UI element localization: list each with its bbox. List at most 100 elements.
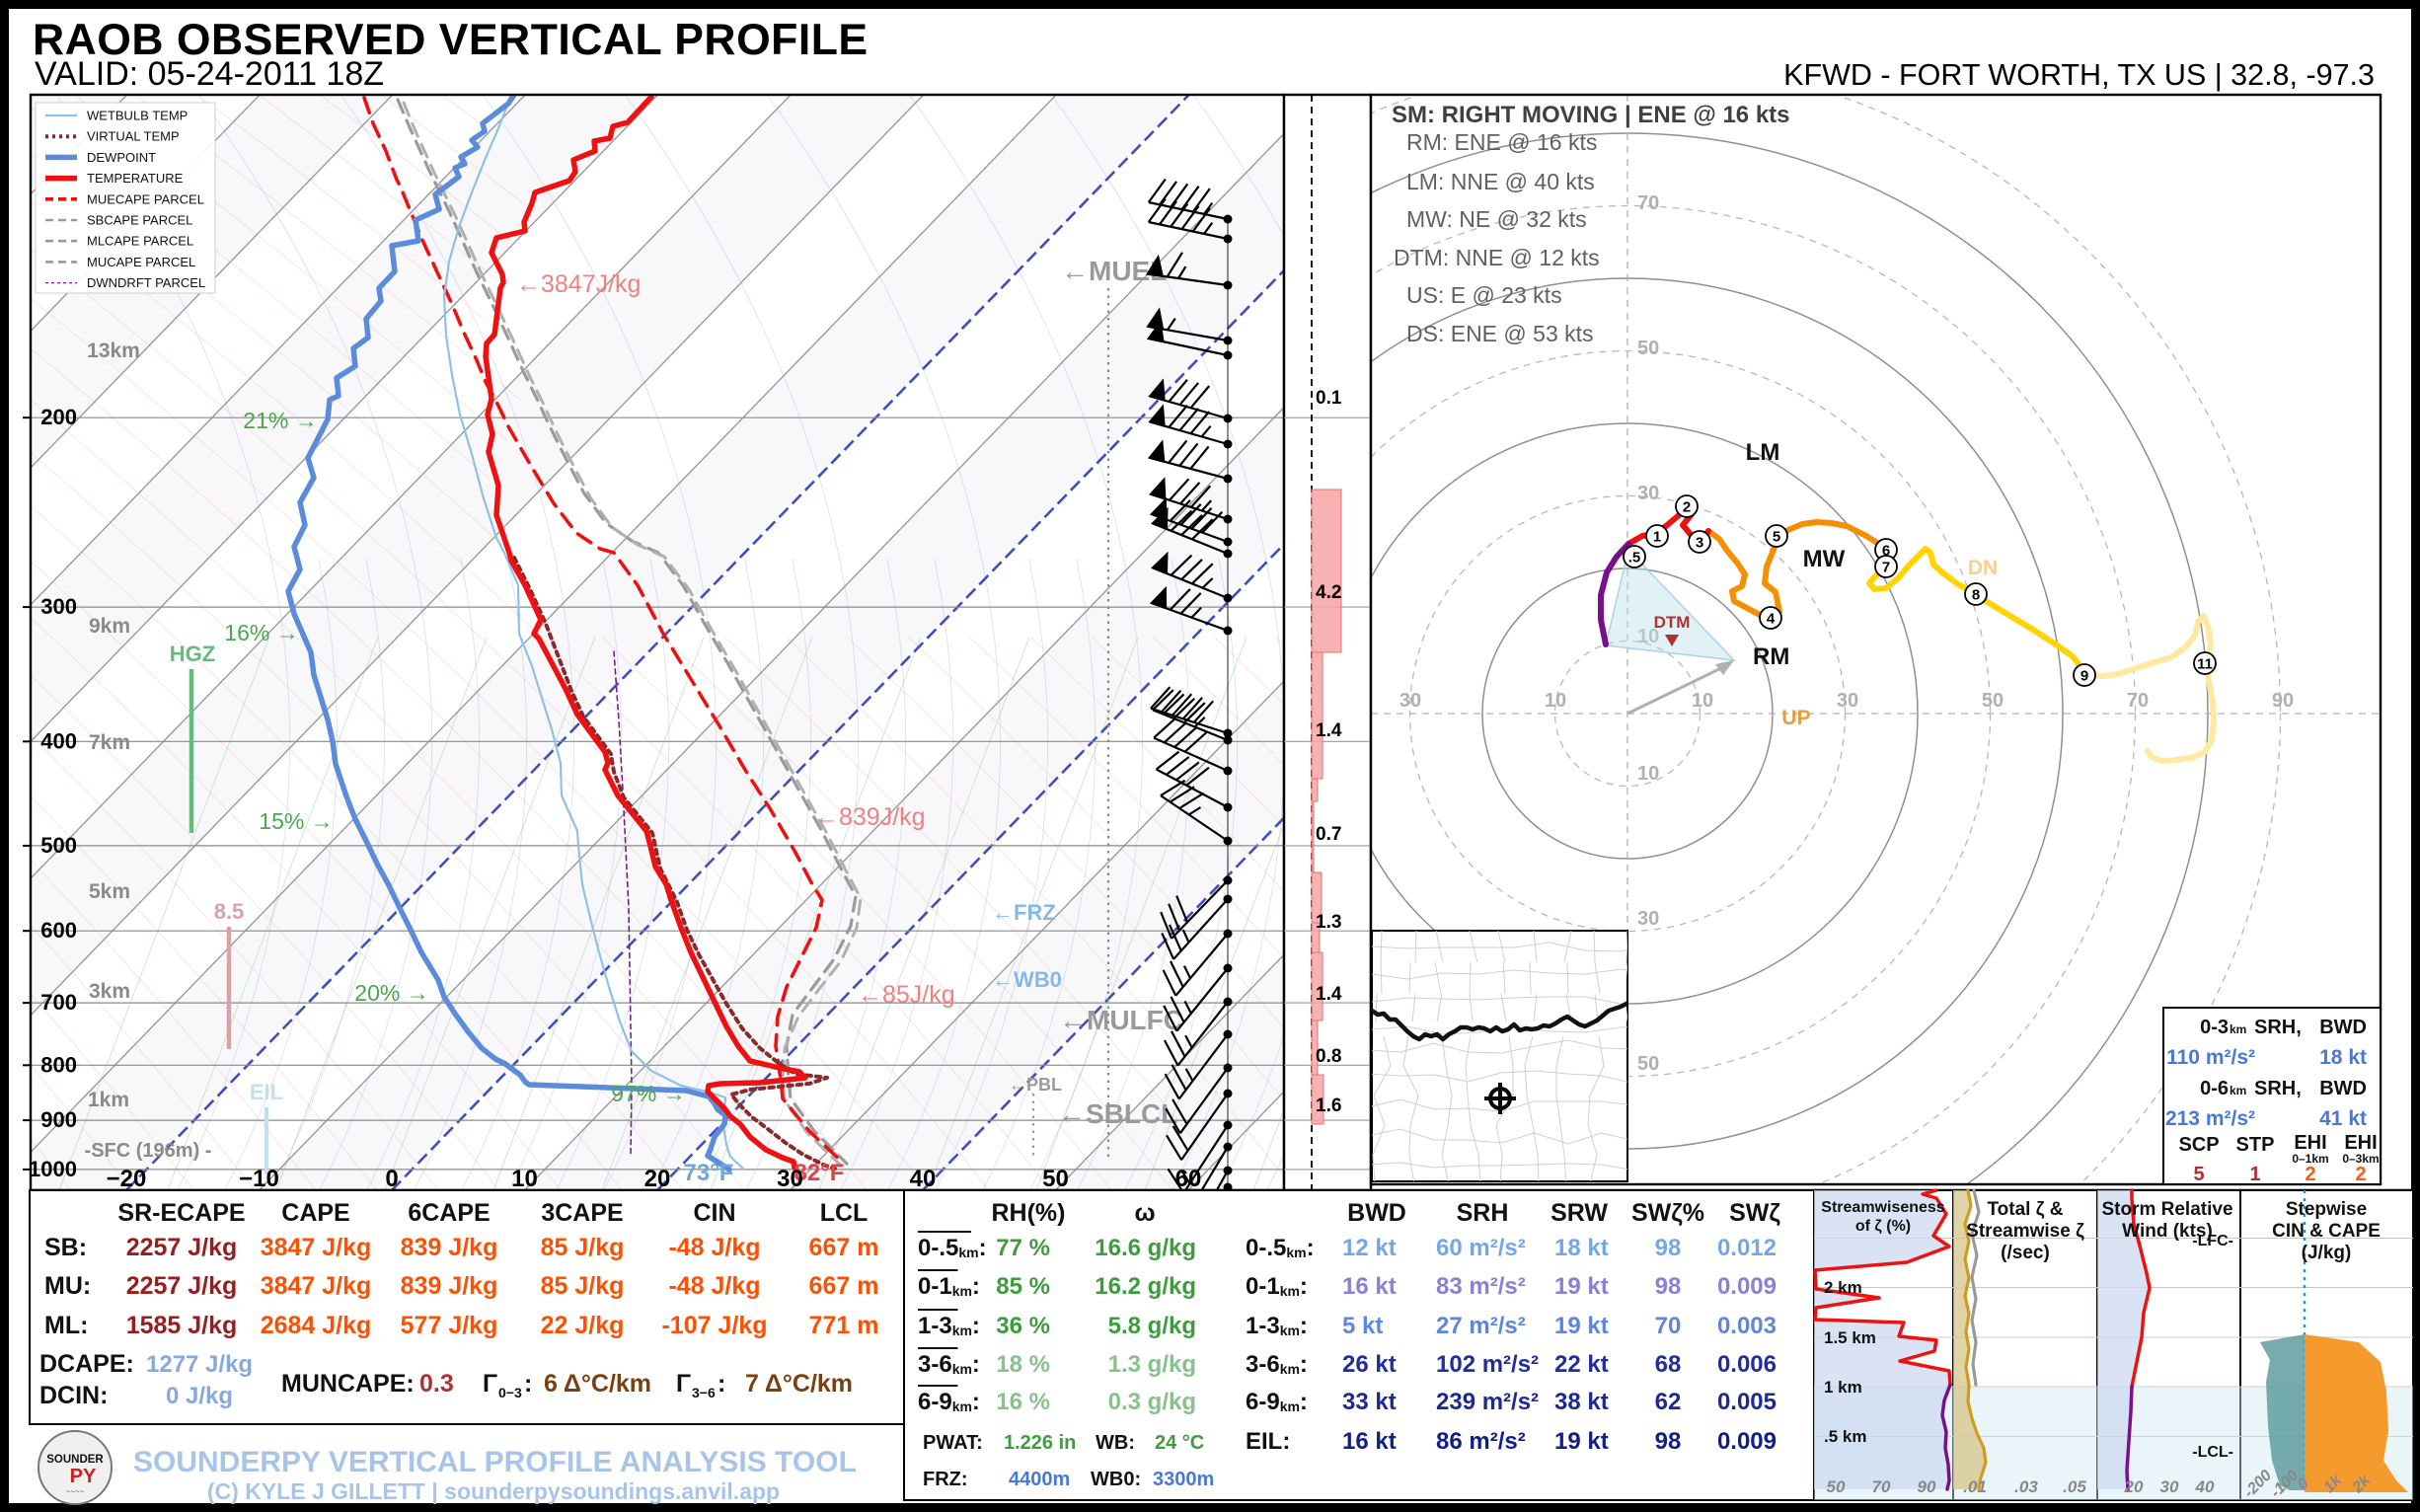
svg-text:2: 2 xyxy=(2355,1164,2366,1185)
svg-text:0.003: 0.003 xyxy=(1717,1313,1777,1339)
svg-text:2257 J/kg: 2257 J/kg xyxy=(126,1234,238,1261)
svg-text:TEMPERATURE: TEMPERATURE xyxy=(87,171,184,186)
svg-text:-SFC (196m) -: -SFC (196m) - xyxy=(85,1140,212,1162)
svg-text:RM: RM xyxy=(1753,643,1789,670)
svg-text:←WB0: ←WB0 xyxy=(992,967,1062,992)
svg-text:3: 3 xyxy=(1696,535,1703,552)
svg-text:−10: −10 xyxy=(239,1166,279,1192)
svg-text:7: 7 xyxy=(1882,560,1890,576)
svg-text:0.7: 0.7 xyxy=(1316,824,1341,845)
svg-text:18 kt: 18 kt xyxy=(1554,1235,1609,1261)
svg-text:26 kt: 26 kt xyxy=(1342,1351,1397,1378)
svg-text:7 Δ°C/km: 7 Δ°C/km xyxy=(745,1370,853,1398)
svg-text:~~~~: ~~~~ xyxy=(66,1487,85,1496)
svg-text:0: 0 xyxy=(385,1166,398,1192)
svg-text:60: 60 xyxy=(1175,1166,1202,1192)
svg-text:40: 40 xyxy=(2195,1477,2215,1496)
svg-text:36 %: 36 % xyxy=(996,1313,1050,1339)
svg-text:50: 50 xyxy=(1042,1166,1069,1192)
svg-text:RM: ENE @ 16 kts: RM: ENE @ 16 kts xyxy=(1406,129,1597,155)
svg-text:4.2: 4.2 xyxy=(1316,582,1341,603)
svg-text:1km: 1km xyxy=(88,1089,129,1111)
svg-text:2684 J/kg: 2684 J/kg xyxy=(261,1312,372,1339)
svg-text:40: 40 xyxy=(910,1166,937,1192)
svg-text:km: km xyxy=(2230,1084,2246,1097)
svg-text:UP: UP xyxy=(1781,707,1810,729)
svg-text:RAOB OBSERVED VERTICAL PROFILE: RAOB OBSERVED VERTICAL PROFILE xyxy=(33,16,869,64)
svg-text:1: 1 xyxy=(1653,529,1661,546)
svg-text:Streamwiseness: Streamwiseness xyxy=(1821,1199,1945,1216)
svg-text:85 %: 85 % xyxy=(996,1273,1050,1300)
svg-text:.01: .01 xyxy=(1963,1477,1987,1496)
svg-text:-LCL-: -LCL- xyxy=(2192,1444,2233,1461)
svg-text:VIRTUAL TEMP: VIRTUAL TEMP xyxy=(87,129,180,144)
svg-text:667 m: 667 m xyxy=(809,1272,879,1300)
svg-text:WETBULB TEMP: WETBULB TEMP xyxy=(87,109,188,123)
svg-text:771 m: 771 m xyxy=(809,1312,879,1339)
svg-text:1 km: 1 km xyxy=(1824,1378,1862,1397)
svg-text:700: 700 xyxy=(40,990,77,1015)
svg-text:3−6: 3−6 xyxy=(692,1385,716,1400)
svg-text:2: 2 xyxy=(2305,1164,2315,1185)
svg-text:3km: 3km xyxy=(89,980,130,1003)
svg-text:-LFC-: -LFC- xyxy=(2192,1233,2233,1249)
svg-text:839 J/kg: 839 J/kg xyxy=(401,1272,498,1300)
svg-text:20% →: 20% → xyxy=(354,980,428,1006)
svg-text:7km: 7km xyxy=(89,731,130,754)
svg-text:213 m²/s²: 213 m²/s² xyxy=(2165,1107,2255,1130)
svg-text:.05: .05 xyxy=(2063,1477,2086,1496)
svg-text:0-1km:: 0-1km: xyxy=(918,1273,980,1300)
svg-text:SR-ECAPE: SR-ECAPE xyxy=(117,1199,245,1227)
svg-text:667 m: 667 m xyxy=(809,1234,879,1261)
svg-text:SB:: SB: xyxy=(44,1234,87,1261)
svg-text:27 m²/s²: 27 m²/s² xyxy=(1436,1313,1526,1339)
svg-text:DTM: NNE @ 12 kts: DTM: NNE @ 12 kts xyxy=(1394,245,1600,270)
svg-text:SM: RIGHT MOVING | ENE @ 16 kt: SM: RIGHT MOVING | ENE @ 16 kts xyxy=(1392,102,1790,128)
svg-text:DCIN:: DCIN: xyxy=(39,1382,108,1409)
svg-text:1: 1 xyxy=(2249,1164,2260,1185)
svg-text:41 kt: 41 kt xyxy=(2319,1107,2367,1130)
svg-text:18 kt: 18 kt xyxy=(2319,1046,2367,1069)
svg-text:20: 20 xyxy=(2124,1477,2144,1496)
svg-text:LM: NNE @ 40 kts: LM: NNE @ 40 kts xyxy=(1406,169,1595,194)
svg-text:BWD: BWD xyxy=(1347,1199,1406,1227)
svg-text:8.5: 8.5 xyxy=(214,899,245,924)
svg-text:0.1: 0.1 xyxy=(1316,388,1342,409)
svg-text:SRH,: SRH, xyxy=(2254,1017,2302,1038)
svg-text:4400m: 4400m xyxy=(1009,1469,1070,1490)
svg-text:83 m²/s²: 83 m²/s² xyxy=(1436,1273,1526,1300)
svg-text:3300m: 3300m xyxy=(1153,1469,1214,1490)
svg-text:73°F: 73°F xyxy=(684,1160,734,1186)
svg-text:(C) KYLE J GILLETT | sounderpy: (C) KYLE J GILLETT | sounderpysoundings.… xyxy=(207,1478,780,1504)
svg-text:800: 800 xyxy=(40,1052,77,1077)
svg-text:0.009: 0.009 xyxy=(1717,1428,1777,1455)
svg-text:3CAPE: 3CAPE xyxy=(541,1199,623,1227)
svg-text:21% →: 21% → xyxy=(243,408,317,433)
svg-text:19 kt: 19 kt xyxy=(1554,1273,1609,1300)
svg-text:70: 70 xyxy=(1872,1477,1891,1496)
svg-text:DCAPE:: DCAPE: xyxy=(39,1350,134,1378)
svg-text:(/sec): (/sec) xyxy=(2001,1243,2050,1263)
svg-text:Streamwise ζ: Streamwise ζ xyxy=(1966,1221,2084,1242)
svg-text:30: 30 xyxy=(777,1166,803,1192)
svg-text:PWAT:: PWAT: xyxy=(923,1432,983,1454)
svg-text:33 kt: 33 kt xyxy=(1342,1389,1397,1415)
svg-text:68: 68 xyxy=(1655,1351,1682,1378)
svg-text:19 kt: 19 kt xyxy=(1554,1428,1609,1455)
svg-text:2257 J/kg: 2257 J/kg xyxy=(126,1272,238,1300)
svg-text:10: 10 xyxy=(511,1166,538,1192)
svg-text:82°F: 82°F xyxy=(794,1160,845,1186)
svg-text:5: 5 xyxy=(1773,529,1780,546)
svg-text:85 J/kg: 85 J/kg xyxy=(541,1272,625,1300)
svg-text:0.012: 0.012 xyxy=(1717,1235,1777,1261)
svg-text:STP: STP xyxy=(2236,1134,2275,1156)
svg-text:SRW: SRW xyxy=(1550,1199,1608,1227)
svg-text:SOUNDER: SOUNDER xyxy=(46,1454,104,1466)
svg-text:FRZ:: FRZ: xyxy=(923,1469,968,1490)
svg-text:13km: 13km xyxy=(87,340,140,362)
svg-text:85 J/kg: 85 J/kg xyxy=(541,1234,625,1261)
svg-text:18 %: 18 % xyxy=(996,1351,1050,1378)
svg-text:ω: ω xyxy=(1134,1199,1155,1227)
svg-text:MW: NE @ 32 kts: MW: NE @ 32 kts xyxy=(1406,206,1587,232)
svg-text:239 m²/s²: 239 m²/s² xyxy=(1436,1389,1539,1415)
